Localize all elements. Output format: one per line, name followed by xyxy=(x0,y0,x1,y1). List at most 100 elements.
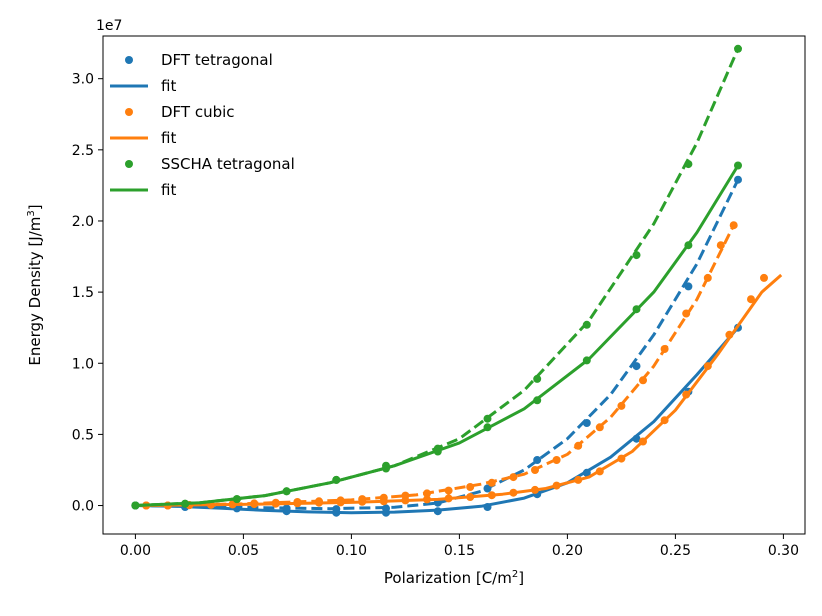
plot-area xyxy=(131,44,783,517)
data-point xyxy=(582,419,591,427)
y-tick-label: 1.0 xyxy=(72,356,94,372)
y-tick-label: 3.0 xyxy=(72,72,94,88)
data-point xyxy=(747,295,755,304)
data-point xyxy=(181,499,190,508)
data-point xyxy=(433,507,442,516)
data-point xyxy=(682,309,691,318)
data-point xyxy=(703,362,712,371)
legend-item: SSCHA tetragonal xyxy=(125,155,295,173)
legend-label: fit xyxy=(161,129,176,147)
data-point xyxy=(379,493,388,502)
legend: DFT tetragonal fit DFT cubic fit SSCHA tetra… xyxy=(110,51,295,199)
legend-label: fit xyxy=(161,181,176,199)
fit-line xyxy=(135,48,740,507)
fit-line xyxy=(135,273,783,507)
data-point xyxy=(509,488,518,497)
series-4 xyxy=(131,161,742,510)
y-axis-label: Energy Density [J/m3] xyxy=(26,204,44,365)
data-point xyxy=(684,160,693,169)
series-0 xyxy=(131,323,742,517)
legend-item: DFT cubic xyxy=(125,103,235,121)
y-tick-label: 0.0 xyxy=(72,499,94,515)
legend-label: DFT tetragonal xyxy=(161,51,273,69)
data-point xyxy=(734,44,742,53)
data-point xyxy=(382,464,390,473)
legend-item: fit xyxy=(110,77,176,95)
data-point xyxy=(617,401,626,410)
data-point xyxy=(483,423,492,432)
data-point xyxy=(531,466,539,474)
fit-line xyxy=(135,179,740,511)
data-point xyxy=(552,456,561,464)
data-point xyxy=(617,454,626,463)
data-point xyxy=(684,282,693,291)
data-point xyxy=(483,503,492,511)
data-point xyxy=(293,498,302,506)
data-point xyxy=(401,491,410,500)
data-point xyxy=(433,444,442,453)
data-point xyxy=(232,495,241,504)
data-point xyxy=(423,495,431,504)
fit-line xyxy=(135,224,736,507)
data-point xyxy=(358,495,367,504)
axes-frame xyxy=(102,35,806,535)
data-point xyxy=(131,501,140,510)
data-point xyxy=(582,320,591,329)
data-point xyxy=(684,241,693,250)
legend-item: DFT tetragonal xyxy=(125,51,273,69)
data-point xyxy=(466,493,475,501)
y-tick-label: 1.5 xyxy=(72,285,94,301)
data-point xyxy=(315,497,323,506)
data-point xyxy=(716,241,725,250)
data-point xyxy=(250,499,259,508)
data-point xyxy=(582,468,591,477)
legend-marker xyxy=(125,56,133,64)
legend-item: fit xyxy=(110,181,176,199)
series-2 xyxy=(135,273,783,510)
data-point xyxy=(660,345,669,353)
x-tick-label: 0.10 xyxy=(336,543,367,559)
data-point xyxy=(509,473,518,482)
fit-line xyxy=(135,326,740,515)
x-tick-label: 0.00 xyxy=(120,543,151,559)
data-point xyxy=(282,487,291,496)
y-axis-offset-text: 1e7 xyxy=(96,18,122,34)
data-point xyxy=(552,481,561,490)
legend-label: DFT cubic xyxy=(161,103,235,121)
data-point xyxy=(632,434,641,443)
data-point xyxy=(632,362,641,371)
fit-line xyxy=(135,164,740,507)
data-point xyxy=(729,221,738,230)
legend-label: fit xyxy=(161,77,176,95)
legend-marker xyxy=(125,160,133,168)
legend-marker xyxy=(125,108,133,116)
data-point xyxy=(336,496,345,505)
data-point xyxy=(444,486,453,495)
data-point xyxy=(423,489,431,498)
series-1 xyxy=(131,175,742,514)
series-3 xyxy=(135,221,738,510)
data-point xyxy=(466,483,475,491)
data-point xyxy=(632,251,641,260)
data-point xyxy=(639,437,647,446)
data-point xyxy=(444,494,453,503)
data-point xyxy=(682,390,691,399)
data-point xyxy=(734,161,742,170)
data-point xyxy=(595,467,604,476)
data-point xyxy=(483,414,492,423)
data-point xyxy=(483,484,492,493)
data-point xyxy=(639,376,647,385)
data-point xyxy=(574,475,583,484)
data-point xyxy=(382,504,390,513)
data-point xyxy=(595,423,604,432)
data-point xyxy=(533,456,542,464)
data-point xyxy=(660,416,669,425)
x-axis-ticks: 0.00 0.05 0.10 0.15 0.20 0.25 0.30 xyxy=(120,534,799,559)
data-point xyxy=(487,478,496,487)
data-point xyxy=(332,475,341,484)
x-tick-label: 0.20 xyxy=(552,543,583,559)
data-point xyxy=(531,485,539,494)
data-point xyxy=(282,504,291,513)
y-tick-label: 0.5 xyxy=(72,427,94,443)
